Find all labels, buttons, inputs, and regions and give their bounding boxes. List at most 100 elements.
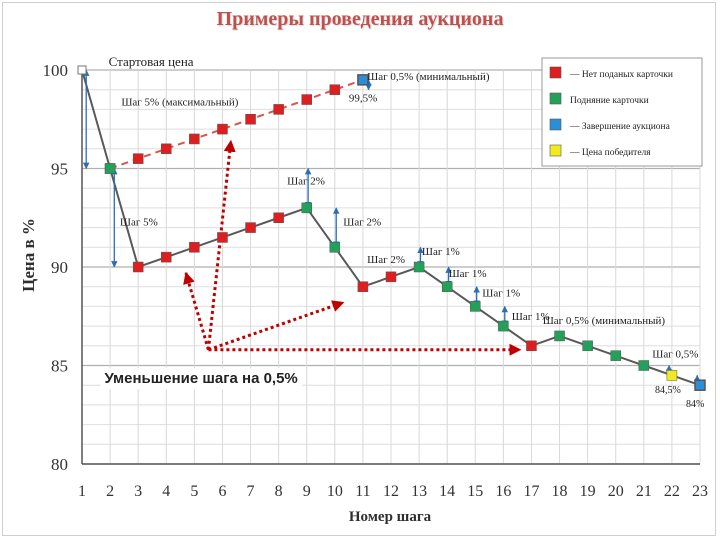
series-line xyxy=(109,78,364,170)
data-point xyxy=(132,261,144,273)
legend-label: — Цена победителя xyxy=(569,147,651,158)
data-point xyxy=(104,163,116,174)
data-point xyxy=(357,74,369,86)
callout-arrow xyxy=(183,271,210,351)
legend-box xyxy=(541,57,703,167)
annotation: Шаг 0,5% (минимальный) xyxy=(367,71,490,83)
y-tick-label: 85 xyxy=(51,357,68,376)
x-tick-label: 21 xyxy=(636,483,652,500)
x-tick-label: 8 xyxy=(275,483,283,500)
data-point xyxy=(610,350,621,361)
legend-swatch xyxy=(549,66,562,79)
x-tick-label: 22 xyxy=(664,483,680,500)
data-point xyxy=(245,222,256,233)
x-tick-label: 5 xyxy=(190,483,198,500)
x-axis-label: Номер шага xyxy=(349,509,432,525)
y-tick-label: 95 xyxy=(51,160,68,179)
data-point xyxy=(694,379,706,391)
legend-swatch xyxy=(549,118,562,131)
data-point xyxy=(526,340,537,352)
data-point xyxy=(217,123,228,135)
x-tick-label: 10 xyxy=(327,483,343,500)
data-point xyxy=(161,251,172,263)
x-tick-label: 1 xyxy=(78,483,86,500)
data-point xyxy=(132,153,144,164)
annotation: 84,5% xyxy=(655,385,681,396)
annotation: Шаг 0,5% (минимальный) xyxy=(543,315,666,327)
data-point xyxy=(245,114,256,125)
annotation: 99,5% xyxy=(349,93,377,105)
data-point xyxy=(413,261,425,273)
annotation: Шаг 5% (максимальный) xyxy=(121,96,238,108)
data-point xyxy=(273,212,284,223)
y-tick-label: 90 xyxy=(51,258,68,277)
annotation: Шаг 1% xyxy=(449,268,487,280)
annotation: Шаг 1% xyxy=(512,311,550,323)
data-point xyxy=(470,301,481,312)
data-point xyxy=(357,281,369,292)
x-tick-label: 16 xyxy=(495,483,511,500)
data-point xyxy=(498,320,509,332)
x-tick-label: 19 xyxy=(580,483,596,500)
y-tick-label: 100 xyxy=(43,61,69,80)
data-point xyxy=(554,330,565,342)
slide-title: Примеры проведения аукциона xyxy=(216,8,504,30)
points xyxy=(77,65,706,391)
data-point xyxy=(329,84,341,95)
annotation: Стартовая цена xyxy=(109,54,194,69)
callout-arrow xyxy=(206,139,236,350)
x-tick-label: 18 xyxy=(552,483,568,500)
data-point xyxy=(273,104,284,115)
data-point xyxy=(77,65,87,75)
x-tick-label: 23 xyxy=(692,483,708,500)
data-point xyxy=(638,360,650,371)
annotation: Уменьшение шага на 0,5% xyxy=(104,370,297,387)
annotations: Стартовая цена Шаг 0,5% (минимальный) 99,5… xyxy=(100,54,704,410)
x-tick-label: 14 xyxy=(439,483,455,500)
annotation: Шаг 1% xyxy=(482,288,520,300)
annotation: Шаг 2% xyxy=(343,217,381,229)
x-tick-label: 15 xyxy=(467,483,483,500)
x-tick-label: 17 xyxy=(523,483,539,500)
legend-label: — Нет поданых карточки xyxy=(569,70,673,80)
x-tick-label: 9 xyxy=(303,483,311,500)
legend-label: — Завершение аукциона xyxy=(569,122,671,132)
data-point xyxy=(329,242,341,253)
data-point xyxy=(161,143,172,155)
data-point xyxy=(301,202,312,214)
annotation: Шаг 0,5% xyxy=(652,349,698,361)
data-point xyxy=(217,232,228,243)
x-tick-label: 6 xyxy=(218,483,226,500)
x-tick-label: 3 xyxy=(134,483,142,500)
y-axis-label: Цена в % xyxy=(19,218,38,292)
x-tick-label: 2 xyxy=(106,483,114,500)
data-point xyxy=(189,242,200,253)
callout-arrows xyxy=(183,139,522,356)
legend-swatch xyxy=(549,144,562,157)
y-tick-label: 80 xyxy=(51,455,68,474)
x-tick-label: 11 xyxy=(355,483,370,500)
data-point xyxy=(301,94,312,105)
x-tick-label: 12 xyxy=(383,483,399,500)
legend-label: Подняние карточки xyxy=(570,96,649,106)
annotation: Шаг 2% xyxy=(367,254,405,266)
data-point xyxy=(385,271,397,283)
data-point xyxy=(441,281,453,292)
annotation-bg xyxy=(100,368,302,390)
annotation: Шаг 2% xyxy=(287,175,325,187)
x-tick-label: 13 xyxy=(411,483,427,500)
data-point xyxy=(582,340,593,352)
x-tick-label: 20 xyxy=(608,483,624,500)
annotation: Шаг 5% xyxy=(120,217,158,229)
legend: — Нет поданых карточки Подняние карточки —… xyxy=(541,57,703,167)
x-tick-label: 4 xyxy=(162,483,170,500)
x-tick-label: 7 xyxy=(247,483,255,500)
data-point xyxy=(189,133,200,145)
annotation: 84% xyxy=(686,399,704,410)
data-point xyxy=(666,370,678,381)
annotation: Шаг 1% xyxy=(422,246,460,258)
legend-swatch xyxy=(549,92,562,105)
